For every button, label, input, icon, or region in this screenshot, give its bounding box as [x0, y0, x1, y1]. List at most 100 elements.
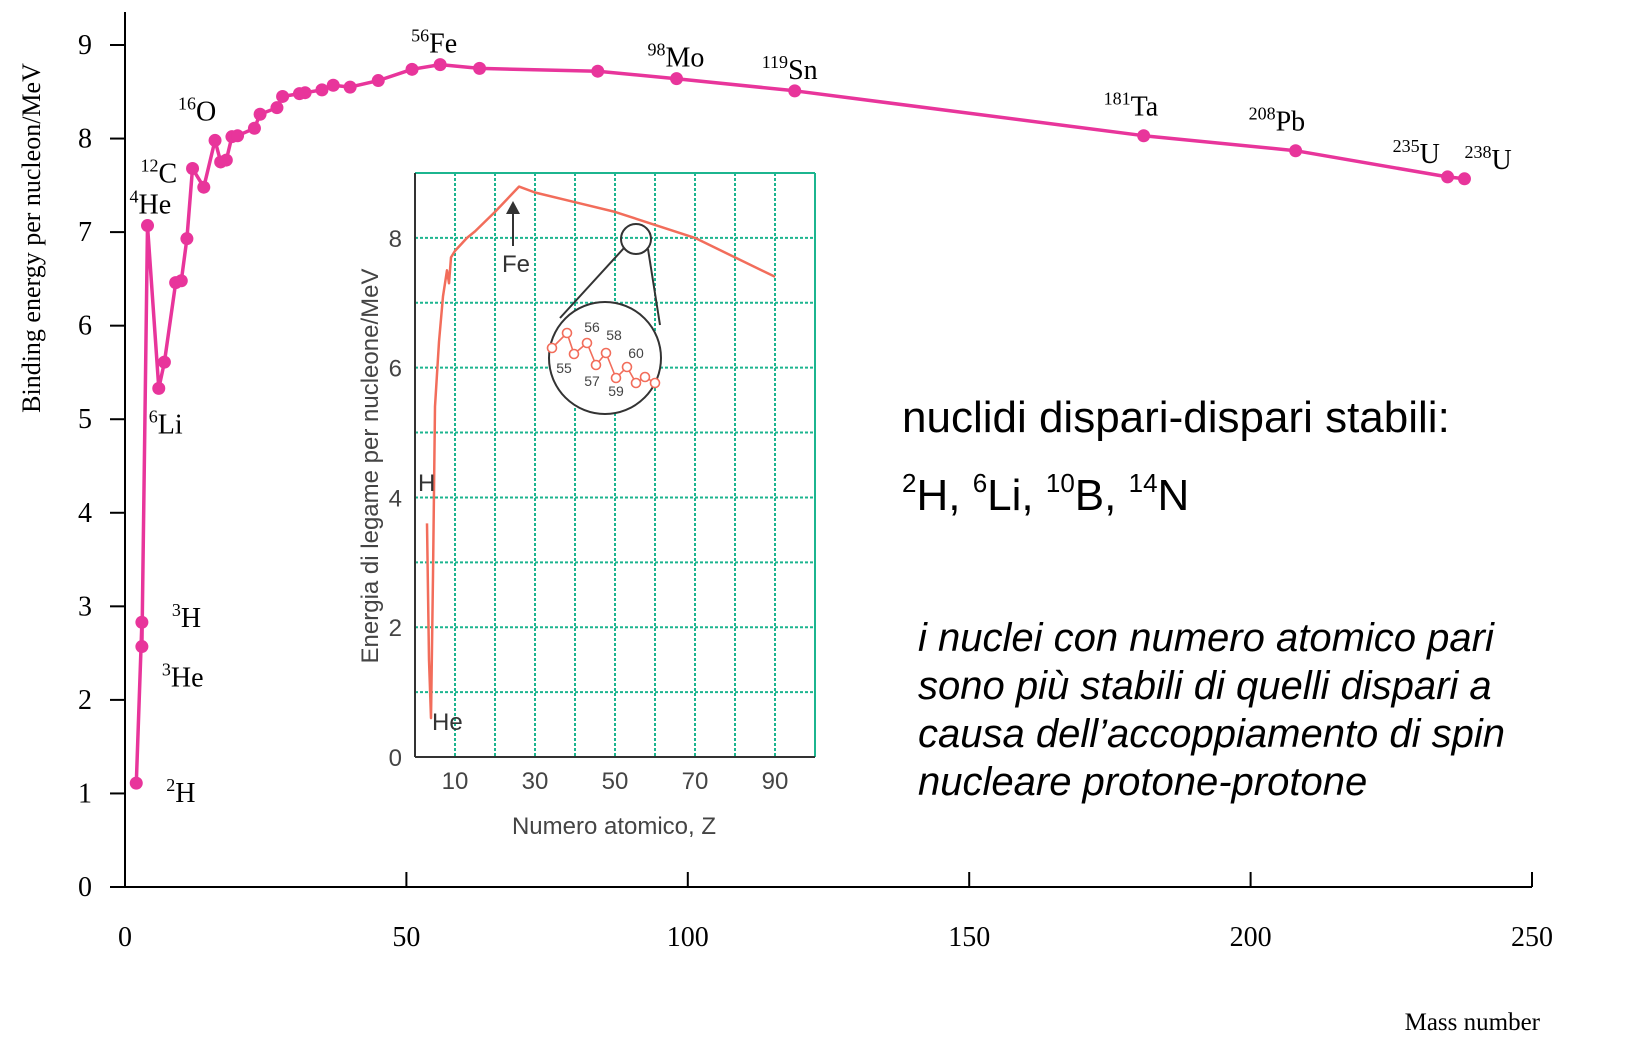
nuclide-label: 98Mo [648, 40, 705, 74]
odd-odd-nuclide-mass: 14 [1128, 468, 1158, 498]
inset-y-tick-label: 6 [389, 356, 402, 383]
y-tick-label: 6 [78, 311, 92, 342]
x-tick-label: 50 [392, 922, 420, 953]
nuclide-symbol: U [1420, 139, 1440, 170]
nuclide-label: 2H [166, 775, 195, 809]
data-point [433, 58, 447, 72]
odd-odd-nuclide: 10B [1045, 468, 1105, 520]
nuclide-mass-number: 238 [1464, 142, 1491, 162]
y-tick-label: 8 [78, 124, 92, 155]
inset-zoom-point [581, 337, 593, 349]
nuclide-symbol: C [159, 158, 178, 189]
nuclide-label: 235U [1393, 136, 1440, 170]
nuclide-mass-number: 98 [648, 40, 666, 60]
nuclide-label: 16O [178, 93, 216, 127]
inset-zoom-point [561, 327, 573, 339]
inset-y-tick-label: 0 [389, 745, 402, 772]
data-point [276, 89, 290, 103]
data-point [298, 86, 312, 100]
odd-odd-nuclides-list: 2H, 6Li, 10B, 14N [902, 468, 1190, 520]
y-axis-label: Binding energy per nucleon/MeV [17, 63, 46, 413]
odd-odd-nuclide-mass: 6 [972, 468, 988, 498]
data-point [1289, 144, 1303, 158]
data-point [157, 355, 171, 369]
odd-odd-nuclide-symbol: H [916, 471, 949, 520]
inset-y-tick-label: 8 [389, 226, 402, 253]
data-point [253, 107, 267, 121]
x-tick-label: 0 [118, 922, 132, 953]
data-point [1457, 172, 1471, 186]
x-axis-label: Mass number [1405, 1009, 1541, 1036]
data-point [135, 640, 149, 654]
nuclide-mass-number: 2 [166, 775, 175, 795]
nuclide-label: 181Ta [1104, 89, 1159, 123]
nuclide-mass-number: 235 [1393, 136, 1420, 156]
nuclide-symbol: Fe [429, 29, 457, 60]
y-tick-label: 5 [78, 404, 92, 435]
inset-x-tick-label: 30 [522, 768, 549, 795]
inset-zoom-connector [559, 247, 625, 319]
data-point [670, 72, 684, 86]
inset-series-line [425, 185, 776, 720]
nuclide-mass-number: 4 [130, 187, 139, 207]
odd-odd-nuclide-symbol: Li [987, 471, 1022, 520]
inset-x-tick-label: 90 [762, 768, 789, 795]
y-tick-label: 0 [78, 872, 92, 903]
odd-odd-nuclide-symbol: B [1074, 471, 1105, 520]
inset-zoom-mass-label: 57 [584, 373, 600, 389]
odd-odd-nuclide-mass: 10 [1045, 468, 1075, 498]
inset-zoom-point [630, 377, 642, 389]
inset-y-tick-label: 2 [389, 615, 402, 642]
data-point [152, 381, 166, 395]
pairing-explanation: i nuclei con numero atomico pari sono pi… [918, 614, 1505, 806]
inset-x-tick-label: 70 [682, 768, 709, 795]
x-tick-label: 200 [1230, 922, 1272, 953]
data-point [270, 101, 284, 115]
pairing-explanation-line: i nuclei con numero atomico pari [918, 616, 1494, 660]
nuclide-label: 56Fe [411, 26, 457, 60]
pairing-explanation-line: causa dell’accoppiamento di spin [918, 712, 1506, 756]
nuclide-symbol: O [196, 96, 216, 127]
nuclide-label: 3He [162, 660, 204, 694]
inset-zoom-mass-label: 56 [584, 319, 600, 335]
inset-label-fe: Fe [502, 251, 530, 278]
nuclide-symbol: Ta [1131, 92, 1159, 123]
data-point [473, 61, 487, 75]
nuclide-symbol: He [171, 663, 204, 694]
nuclide-mass-number: 3 [162, 660, 171, 680]
data-point [1441, 170, 1455, 184]
series-line [134, 62, 1465, 784]
inset-zoom-mass-label: 59 [608, 383, 624, 399]
inset-zoom-point [639, 371, 651, 383]
odd-odd-nuclides-title: nuclidi dispari-dispari stabili: [902, 393, 1450, 442]
inset-zoom-point [568, 348, 580, 360]
data-point [129, 776, 143, 790]
data-point [405, 62, 419, 76]
x-tick-label: 250 [1511, 922, 1553, 953]
inset-x-tick-label: 50 [602, 768, 629, 795]
inset-zoom-point [621, 361, 633, 373]
nuclide-symbol: Mo [666, 43, 705, 74]
inset-label-he: He [432, 709, 463, 736]
pairing-explanation-line: nucleare protone-protone [918, 760, 1368, 804]
inset-zoom-mass-label: 60 [628, 345, 644, 361]
data-point [591, 64, 605, 78]
nuclide-symbol: Pb [1276, 107, 1306, 138]
inset-zoom-point [546, 342, 558, 354]
nuclide-mass-number: 181 [1104, 89, 1131, 109]
odd-odd-nuclide-symbol: N [1157, 471, 1190, 520]
y-tick-label: 4 [78, 498, 92, 529]
y-tick-label: 7 [78, 217, 92, 248]
inset-x-tick-label: 10 [442, 768, 469, 795]
data-point [180, 232, 194, 246]
data-point [326, 78, 340, 92]
inset-zoom-point [600, 347, 612, 359]
nuclide-label: 12C [141, 155, 178, 189]
odd-odd-nuclide: 2H [902, 470, 949, 520]
data-point [315, 83, 329, 97]
data-point [231, 129, 245, 143]
odd-odd-nuclide: 14N [1128, 468, 1190, 520]
x-tick-label: 100 [667, 922, 709, 953]
y-tick-label: 9 [78, 30, 92, 61]
